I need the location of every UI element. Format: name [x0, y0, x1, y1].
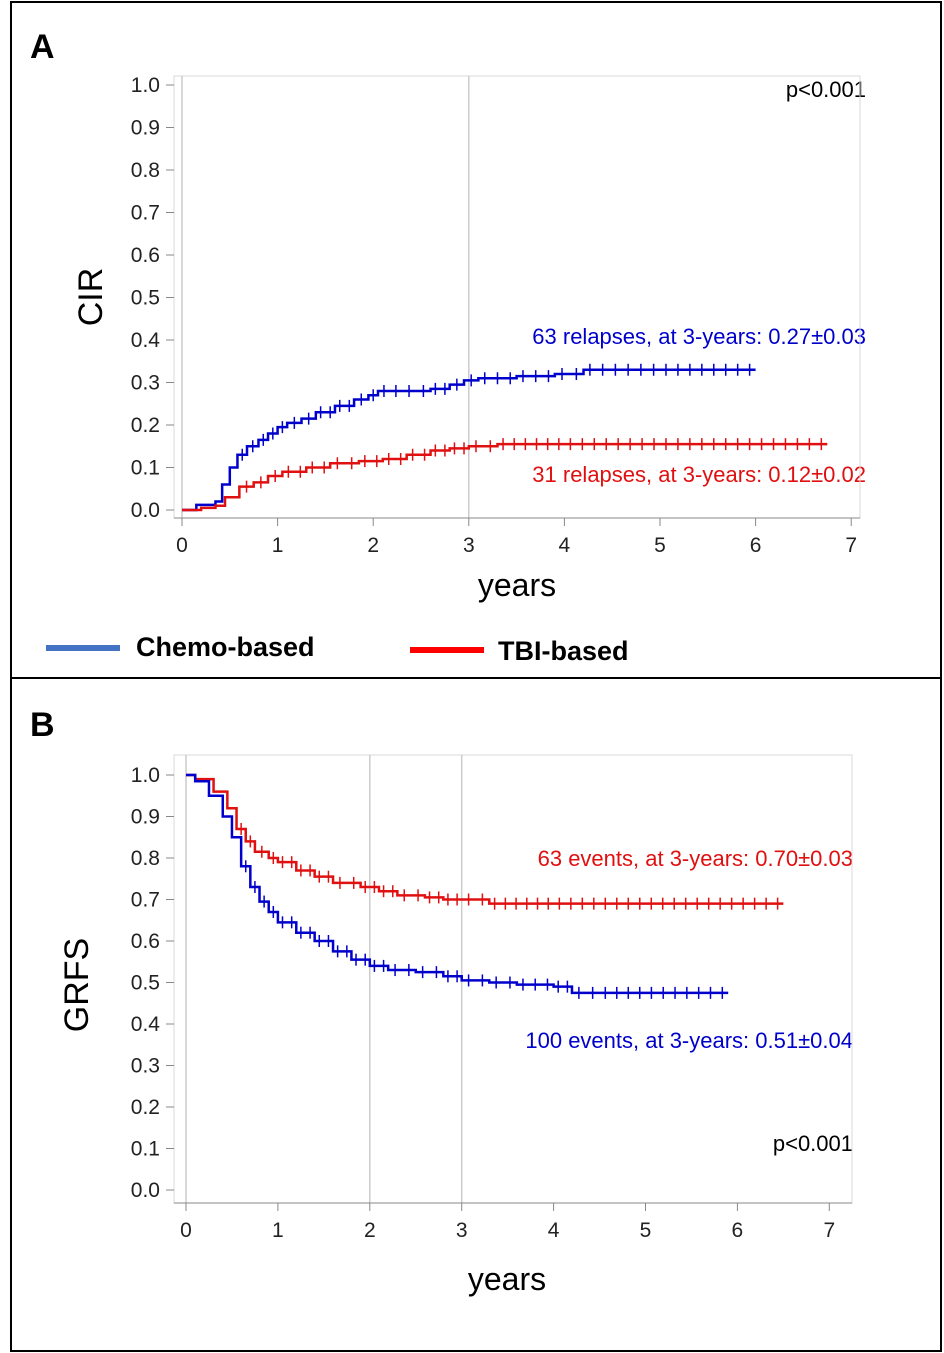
panel-a-ytick-label: 0.8	[131, 159, 160, 182]
panel-a-xtick-label: 2	[367, 534, 379, 557]
panel-a-xtick-label: 0	[176, 534, 188, 557]
panel-a-pvalue: p<0.001	[786, 77, 866, 102]
panel-a-chemo-annotation: 63 relapses, at 3-years: 0.27±0.03	[532, 324, 866, 349]
panel-b-xtick-label: 7	[823, 1219, 835, 1242]
panel-b-chemo-curve	[186, 773, 729, 995]
panel-b-ytick-label: 0.1	[131, 1138, 160, 1161]
panel-a-ytick-label: 0.3	[131, 372, 160, 395]
panel-a-ytick-label: 0.2	[131, 414, 160, 437]
panel-a-ylabel: CIR	[72, 268, 110, 327]
panel-a-ytick-label: 0.7	[131, 202, 160, 225]
panel-a-xtick-label: 4	[559, 534, 571, 557]
panel-a-ytick-label: 0.9	[131, 117, 160, 140]
panel-b-xtick-label: 6	[732, 1219, 744, 1242]
panel-a-ytick-label: 1.0	[131, 74, 160, 97]
figure-border	[10, 1, 942, 1352]
panel-b-plot-frame	[173, 754, 853, 1204]
panel-b-xlabel: years	[468, 1261, 546, 1297]
panel-a-tbi-curve	[182, 442, 828, 512]
panel-b-letter: B	[30, 706, 55, 744]
panel-b-ytick-label: 0.5	[131, 972, 160, 995]
panel-a-ytick-label: 0.4	[131, 329, 161, 352]
panel-b-xtick-label: 2	[364, 1219, 376, 1242]
panel-b-ytick-label: 0.7	[131, 889, 160, 912]
panel-b-tbi-curve	[186, 773, 784, 905]
panel-b-ytick-label: 0.4	[131, 1013, 161, 1036]
panel-a-tbi-annotation: 31 relapses, at 3-years: 0.12±0.02	[532, 462, 866, 487]
panel-b-tbi-annotation: 63 events, at 3-years: 0.70±0.03	[538, 846, 853, 871]
panel-a-xtick-label: 7	[845, 534, 857, 557]
panel-b-xtick-label: 4	[548, 1219, 560, 1242]
panel-a-xtick-label: 6	[750, 534, 762, 557]
panel-a-ytick-label: 0.0	[131, 499, 160, 522]
panel-b-ylabel: GRFS	[58, 938, 96, 1032]
panel-a-xtick-label: 3	[463, 534, 475, 557]
panel-b-pvalue: p<0.001	[773, 1131, 853, 1156]
panel-b-chemo-annotation: 100 events, at 3-years: 0.51±0.04	[525, 1028, 853, 1053]
panel-b-xtick-label: 3	[456, 1219, 468, 1242]
panel-a-plot-frame	[173, 75, 861, 519]
panel-a-ytick-label: 0.1	[131, 457, 160, 480]
panel-a-ytick-label: 0.6	[131, 244, 160, 267]
legend-chemo-label: Chemo-based	[136, 632, 315, 662]
panel-a-xtick-label: 5	[654, 534, 666, 557]
legend-tbi-label: TBI-based	[498, 636, 629, 666]
panel-b-xtick-label: 1	[272, 1219, 284, 1242]
panel-b-xtick-label: 0	[180, 1219, 192, 1242]
panel-a-ytick-label: 0.5	[131, 287, 160, 310]
panel-b-ytick-label: 0.6	[131, 930, 160, 953]
panel-a-chemo-curve	[182, 368, 756, 512]
panel-b-ytick-label: 0.3	[131, 1055, 160, 1078]
panel-b-xtick-label: 5	[640, 1219, 652, 1242]
panel-b-ytick-label: 0.0	[131, 1179, 160, 1202]
panel-a-xlabel: years	[478, 567, 556, 603]
panel-b-ytick-label: 0.9	[131, 806, 160, 829]
panel-a-xtick-label: 1	[272, 534, 284, 557]
panel-b-ytick-label: 1.0	[131, 764, 160, 787]
panel-a-letter: A	[30, 28, 55, 66]
panel-b-ytick-label: 0.8	[131, 847, 160, 870]
panel-b-ytick-label: 0.2	[131, 1096, 160, 1119]
